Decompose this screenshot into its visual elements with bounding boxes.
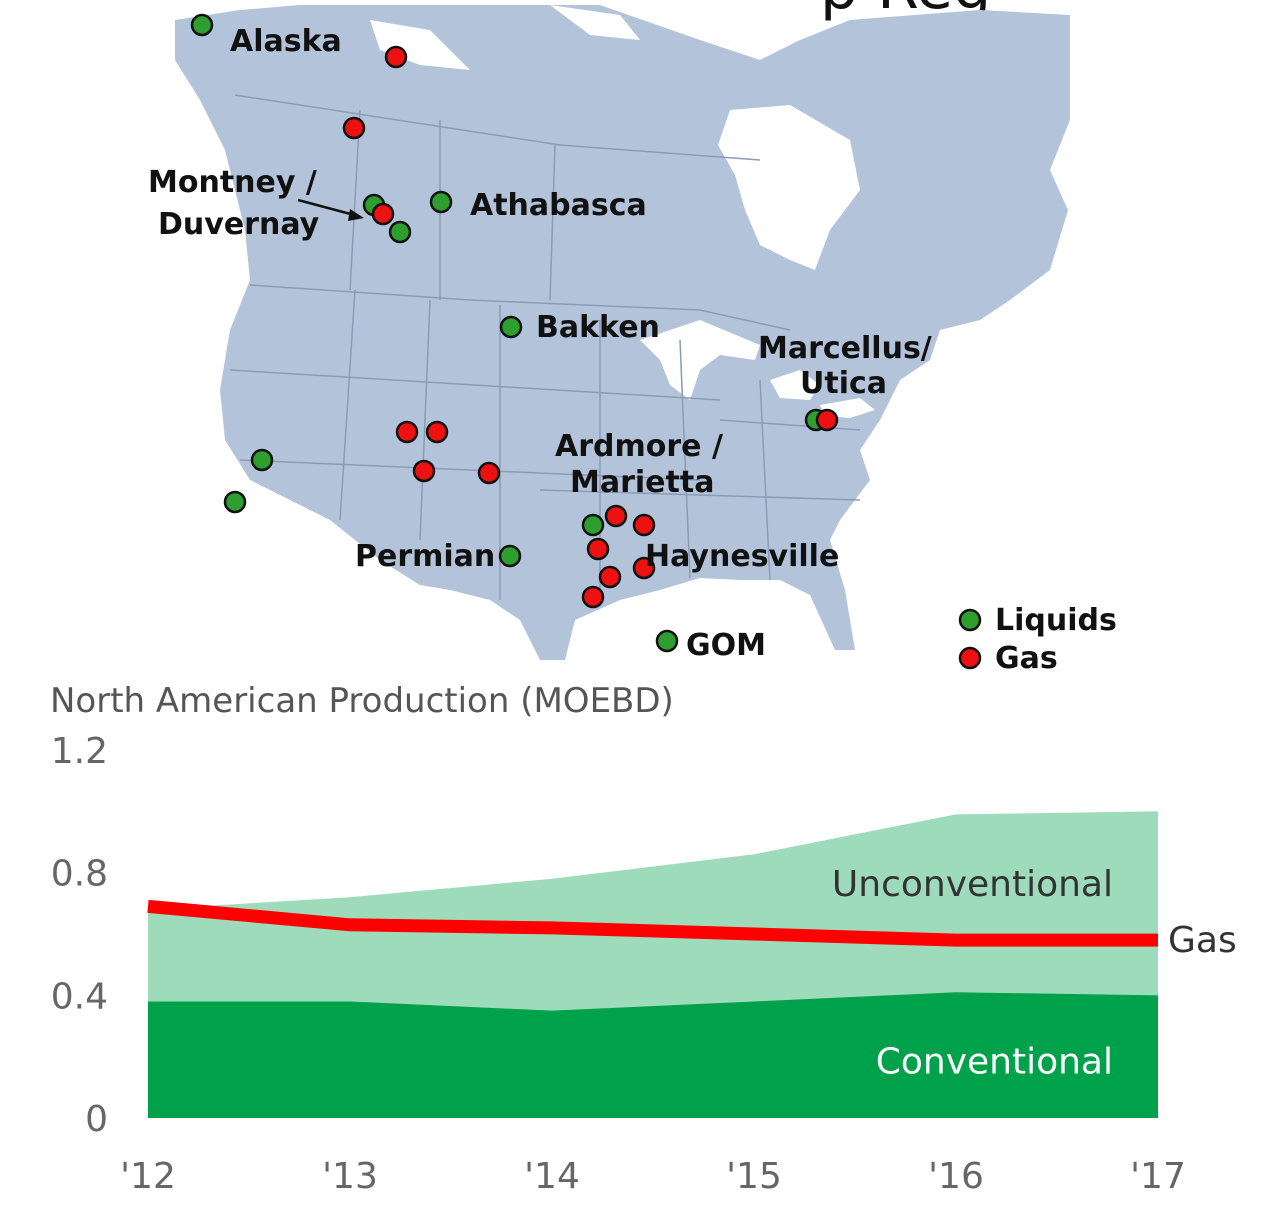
map-legend: Liquids Gas bbox=[958, 603, 1117, 670]
marker-gas bbox=[384, 45, 408, 69]
montney-arrow bbox=[297, 198, 359, 218]
legend-liquids-label: Liquids bbox=[995, 603, 1117, 638]
marker-gas bbox=[604, 504, 628, 528]
label-athabasca: Athabasca bbox=[470, 188, 647, 223]
label-marcellus-2: Utica bbox=[800, 366, 887, 401]
series-labels: Unconventional Conventional Gas bbox=[832, 864, 1237, 1083]
marker-gas bbox=[586, 537, 610, 561]
marker-liquids bbox=[223, 490, 247, 514]
label-bakken: Bakken bbox=[536, 310, 660, 345]
series-label-unconventional: Unconventional bbox=[832, 864, 1113, 905]
label-alaska: Alaska bbox=[230, 24, 342, 59]
marker-gas bbox=[815, 408, 839, 432]
legend-gas-label: Gas bbox=[995, 641, 1058, 670]
label-montney-2: Duvernay bbox=[158, 207, 320, 242]
marker-gas bbox=[412, 459, 436, 483]
montney-arrowhead bbox=[348, 209, 364, 221]
label-gom: GOM bbox=[686, 628, 766, 663]
marker-liquids bbox=[655, 629, 679, 653]
hudson-bay bbox=[718, 105, 860, 270]
marker-liquids bbox=[250, 448, 274, 472]
label-ardmore-1: Ardmore / bbox=[555, 429, 723, 464]
x-tick-label: '12 bbox=[120, 1156, 176, 1197]
series-line-gas bbox=[147, 899, 1158, 947]
x-axis-ticks: '12 '13 '14 '15 '16 '17 bbox=[120, 1156, 1186, 1197]
marker-liquids bbox=[581, 513, 605, 537]
x-tick-label: '13 bbox=[322, 1156, 378, 1197]
north-america-map: p Reg bbox=[148, 0, 1117, 670]
label-permian: Permian bbox=[355, 539, 495, 574]
production-chart: North American Production (MOEBD) 1.2 0.8… bbox=[50, 681, 1237, 1197]
marker-liquids bbox=[429, 190, 453, 214]
arctic-islands bbox=[370, 5, 640, 70]
series-area-conventional bbox=[148, 992, 1158, 1118]
y-tick-label: 1.2 bbox=[51, 731, 108, 772]
x-tick-label: '14 bbox=[524, 1156, 580, 1197]
marker-gas bbox=[395, 420, 419, 444]
y-tick-label: 0.4 bbox=[51, 976, 108, 1017]
marker-gas bbox=[477, 461, 501, 485]
marker-liquids bbox=[498, 544, 522, 568]
y-tick-label: 0.8 bbox=[51, 854, 108, 895]
marker-gas bbox=[632, 556, 656, 580]
marker-gas bbox=[632, 513, 656, 537]
marker-gas bbox=[598, 565, 622, 589]
marker-liquids bbox=[190, 13, 214, 37]
y-axis-ticks: 1.2 0.8 0.4 0 bbox=[51, 731, 108, 1140]
x-tick-label: '16 bbox=[928, 1156, 984, 1197]
x-tick-label: '15 bbox=[726, 1156, 782, 1197]
label-marcellus-1: Marcellus/ bbox=[758, 331, 932, 366]
label-ardmore-2: Marietta bbox=[570, 465, 714, 500]
label-haynesville: Haynesville bbox=[645, 539, 839, 574]
legend-gas-marker bbox=[958, 646, 982, 670]
x-tick-label: '17 bbox=[1130, 1156, 1186, 1197]
y-tick-label: 0 bbox=[85, 1099, 108, 1140]
legend-liquids-marker bbox=[958, 608, 982, 632]
marker-liquids bbox=[388, 220, 412, 244]
marker-gas bbox=[425, 420, 449, 444]
field-markers bbox=[190, 13, 839, 653]
marker-gas bbox=[581, 585, 605, 609]
marker-gas bbox=[342, 116, 366, 140]
chart-areas bbox=[147, 811, 1158, 1118]
marker-gas bbox=[371, 202, 395, 226]
chart-title: North American Production (MOEBD) bbox=[50, 681, 674, 721]
marker-liquids bbox=[499, 315, 523, 339]
label-montney-1: Montney / bbox=[148, 165, 317, 200]
great-lakes bbox=[640, 320, 875, 418]
series-label-conventional: Conventional bbox=[876, 1042, 1113, 1083]
region-borders bbox=[229, 94, 861, 600]
series-label-gas: Gas bbox=[1168, 920, 1237, 961]
